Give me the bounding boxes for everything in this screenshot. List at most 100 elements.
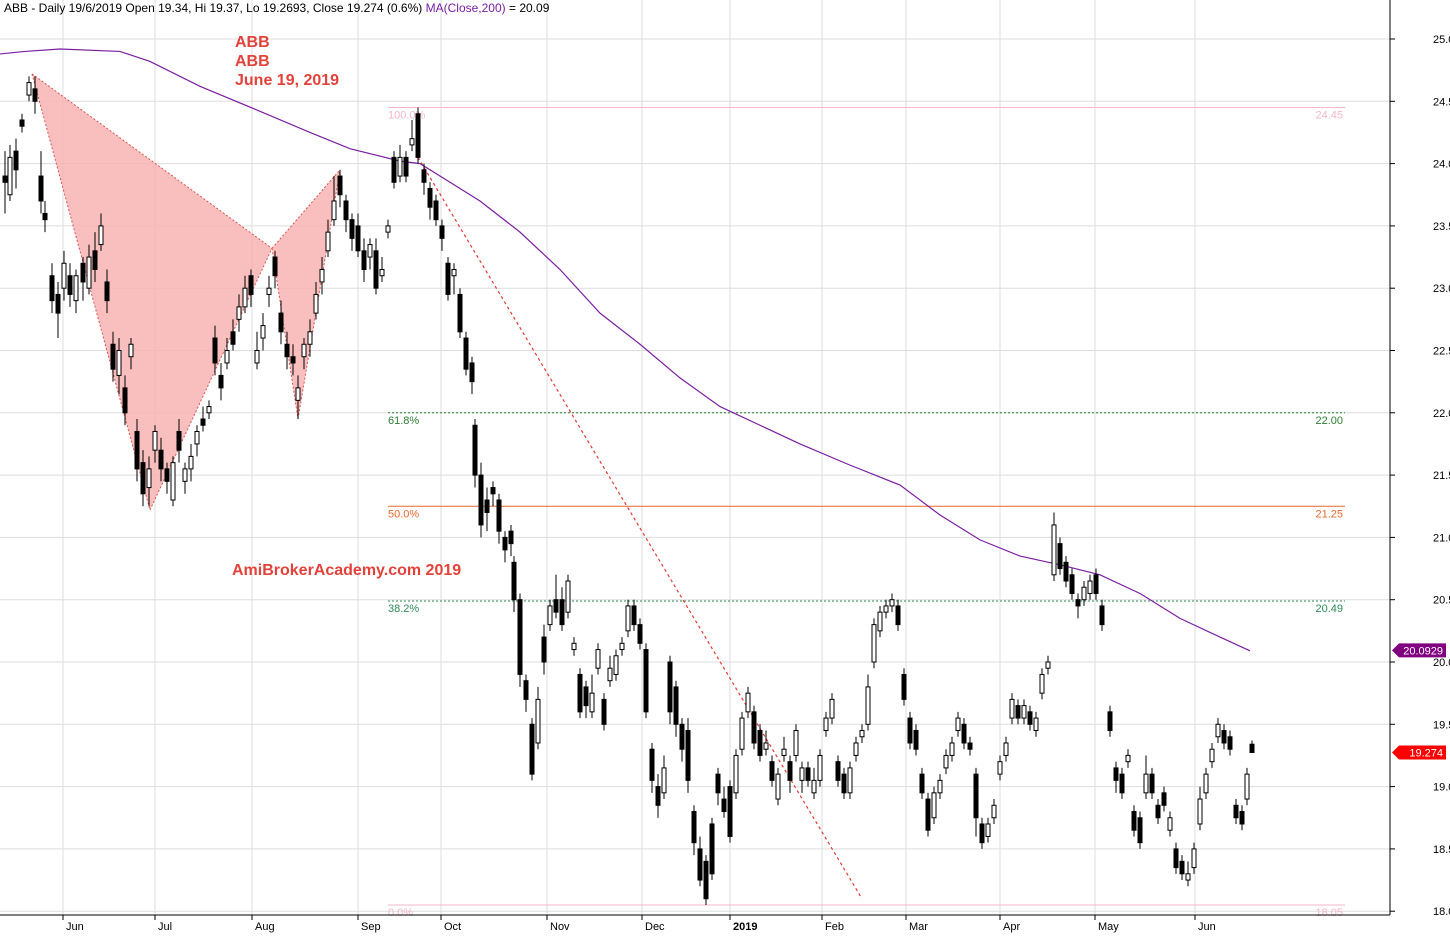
candle-body-59 [355,225,361,252]
x-tick-label-2: Aug [255,921,275,933]
fib-price-1: 22.00 [1315,415,1343,427]
candle-body-181 [1081,586,1087,601]
candle-body-43 [260,325,266,339]
x-tick-label-11: May [1098,921,1119,933]
candle-body-169 [1009,698,1015,719]
candle-body-178 [1063,561,1069,582]
candle-body-129 [769,761,775,781]
candle-body-133 [793,730,799,756]
candle-body-17 [104,281,110,302]
candle-body-99 [589,692,595,713]
candle-body-36 [218,374,224,389]
candle-body-37 [224,350,230,364]
candle-body-54 [325,231,331,252]
candle-body-73 [439,225,445,239]
candle-body-172 [1027,711,1033,725]
ma-value-tag-text: 20.0929 [1403,645,1443,657]
candle-body-144 [859,730,865,738]
candle-body-24 [146,468,152,489]
ticker-label-2: ABB [235,53,270,70]
date-label: June 19, 2019 [235,72,340,89]
candle-body-187 [1119,773,1125,794]
candle-body-30 [182,468,188,482]
candle-body-208 [1244,773,1250,800]
candle-body-150 [895,605,901,626]
candle-body-142 [847,767,853,794]
candle-body-72 [433,200,439,221]
fib-price-3: 20.49 [1315,603,1343,615]
candle-body-180 [1075,599,1081,607]
y-tick-label-2: 24.0 [1433,159,1450,171]
candle-body-8 [49,275,55,302]
candle-body-127 [757,730,763,756]
candle-body-44 [266,287,272,295]
pattern-xb-leg [31,73,273,249]
candle-body-48 [290,356,296,364]
candle-body-66 [397,156,403,177]
fib-label-2: 50.0% [388,508,419,520]
candle-body-71 [427,188,433,208]
candle-body-83 [496,499,502,532]
candle-body-189 [1131,811,1137,831]
candle-body-203 [1215,723,1221,738]
candle-body-116 [691,811,697,844]
grid [0,0,1390,915]
fib-label-3: 38.2% [388,603,419,615]
x-tick-label-5: Nov [550,921,570,933]
candle-body-186 [1113,767,1119,781]
candle-body-149 [889,599,895,607]
candle-body-157 [937,779,943,794]
candle-body-58 [349,219,355,239]
candle-body-94 [559,599,565,626]
candle-body-91 [541,636,547,663]
pattern-leg-0 [31,73,151,511]
candle-body-74 [445,262,451,295]
pattern-bd-leg [271,169,341,249]
candle-body-84 [502,536,508,551]
candle-body-119 [709,823,715,875]
y-tick-label-8: 21.0 [1433,532,1450,544]
candle-body-10 [61,262,67,289]
fib-price-0: 24.45 [1315,110,1343,122]
candle-body-97 [577,673,583,713]
candle-body-154 [919,773,925,794]
candle-body-63 [379,269,385,277]
candle-body-27 [164,468,170,482]
candle-body-3 [19,119,25,127]
candle-body-138 [823,717,829,732]
candle-body-114 [679,723,685,750]
y-tick-label-11: 19.5 [1433,719,1450,731]
candle-body-158 [943,754,949,769]
candle-body-82 [490,487,496,495]
candle-body-53 [319,269,325,283]
candle-body-0 [2,175,8,183]
candle-body-52 [313,293,319,314]
candle-body-153 [913,730,919,750]
y-tick-label-13: 18.5 [1433,844,1450,856]
candle-body-11 [67,275,73,295]
candle-body-196 [1173,848,1179,869]
candle-body-105 [625,605,631,632]
candle-body-137 [817,754,823,781]
candle-body-195 [1167,817,1173,831]
candle-body-57 [343,200,349,221]
candle-body-177 [1057,543,1063,570]
x-tick-label-7: 2019 [733,921,757,933]
candle-body-9 [55,293,61,314]
candle-body-28 [170,462,176,501]
candle-body-21 [128,343,134,358]
candle-body-22 [134,430,140,470]
x-tick-label-4: Oct [444,921,461,933]
candle-body-25 [152,430,158,451]
candle-body-120 [715,773,721,794]
candle-body-95 [565,580,571,613]
last-price-tag-text: 19.274 [1409,747,1443,759]
ticker-label-1: ABB [235,34,270,51]
candle-body-107 [637,624,643,644]
candle-body-122 [727,786,733,837]
candle-body-47 [284,343,290,358]
candles [2,76,1255,905]
candle-body-92 [547,605,553,626]
